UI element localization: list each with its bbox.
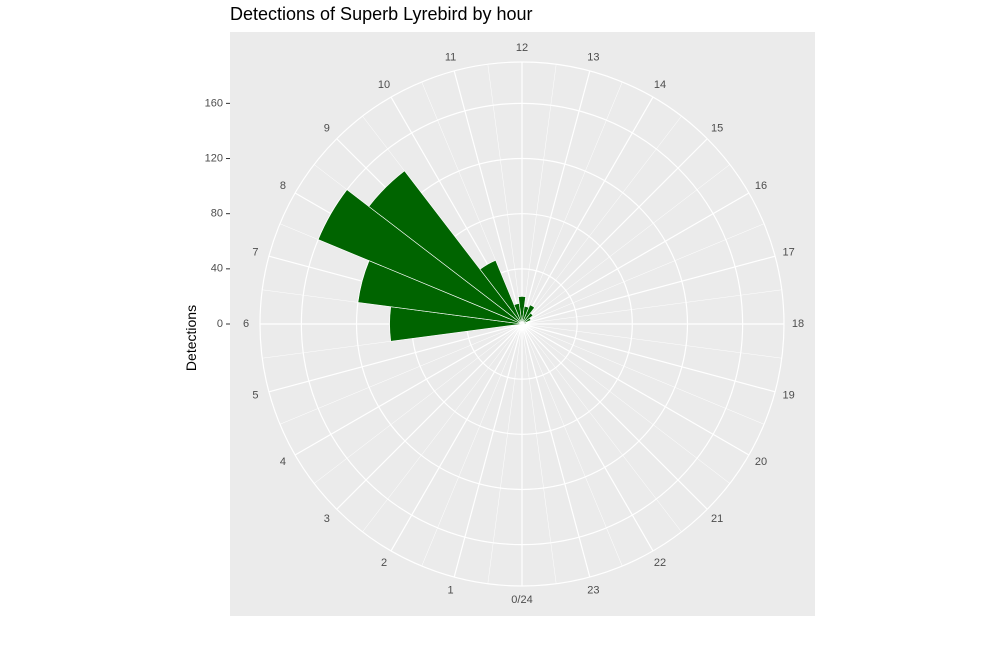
grid-spoke-minor	[521, 81, 623, 325]
hour-label: 0/24	[511, 594, 532, 606]
hour-label: 20	[755, 456, 767, 468]
grid-spoke	[521, 255, 776, 325]
hour-label: 1	[448, 585, 454, 597]
grid-spoke-minor	[487, 64, 523, 325]
grid-spoke	[521, 96, 654, 325]
grid-spoke-minor	[521, 323, 682, 533]
hour-label: 2	[381, 557, 387, 569]
bar-hour-8	[317, 189, 523, 325]
grid-spoke-minor	[521, 164, 731, 325]
grid-spoke-minor	[521, 64, 557, 325]
y-tick-label: 120	[205, 152, 223, 164]
grid-spoke-minor	[487, 323, 523, 584]
grid-spoke-minor	[421, 323, 523, 567]
grid-spoke	[336, 323, 523, 510]
bar-hour-16	[521, 317, 532, 325]
hour-label: 17	[782, 246, 794, 258]
grid-spoke	[521, 323, 776, 393]
hour-label: 23	[587, 585, 599, 597]
bar-hour-10	[479, 259, 523, 325]
grid-spoke-minor	[521, 223, 765, 325]
hour-label: 8	[280, 180, 286, 192]
grid-spoke	[521, 323, 708, 510]
bar-hour-17	[521, 322, 527, 325]
grid-spoke	[453, 70, 523, 325]
bar-hour-14	[521, 304, 536, 325]
hour-label: 6	[243, 318, 249, 330]
hour-label: 3	[324, 513, 330, 525]
grid-spoke	[521, 192, 750, 325]
grid-spoke	[521, 138, 708, 325]
grid-spoke	[268, 323, 523, 393]
bar-hour-12	[518, 296, 526, 325]
grid-spoke-minor	[521, 323, 623, 567]
hour-label: 19	[782, 389, 794, 401]
grid-spoke	[453, 323, 523, 578]
y-tick-label: 0	[217, 318, 223, 330]
bars	[317, 170, 536, 342]
hour-label: 11	[445, 51, 456, 63]
hour-label: 15	[711, 123, 723, 135]
chart-title: Detections of Superb Lyrebird by hour	[230, 4, 533, 24]
hour-label: 22	[654, 557, 666, 569]
hour-label: 16	[755, 180, 767, 192]
y-axis: 0 40 80 120 160	[205, 97, 230, 330]
grid-spoke	[294, 323, 523, 456]
hour-label: 18	[792, 318, 804, 330]
hour-label: 7	[252, 246, 258, 258]
grid-spoke	[521, 70, 591, 325]
grid-spoke-minor	[521, 323, 731, 484]
hour-label: 5	[252, 389, 258, 401]
grid-spoke	[521, 323, 750, 456]
grid-spoke	[521, 323, 654, 552]
bar-hour-15	[521, 312, 534, 325]
hour-labels: 0/24123456789101112131415161718192021222…	[243, 42, 804, 606]
grid-spoke-minor	[521, 323, 765, 425]
hour-label: 13	[587, 51, 599, 63]
grid-spoke-minor	[521, 323, 557, 584]
grid-spoke-minor	[521, 323, 782, 359]
grid-spoke	[521, 323, 591, 578]
y-tick-label: 80	[211, 208, 223, 220]
grid-spoke-minor	[521, 115, 682, 325]
hour-label: 4	[280, 456, 286, 468]
grid-spoke-minor	[313, 323, 523, 484]
grid-spoke	[390, 323, 523, 552]
y-tick-label: 160	[205, 97, 223, 109]
hour-label: 12	[516, 42, 528, 54]
bar-hour-9	[368, 170, 523, 325]
hour-label: 10	[378, 79, 390, 91]
hour-label: 9	[324, 123, 330, 135]
grid-spoke-minor	[362, 323, 523, 533]
grid-spoke-minor	[279, 323, 523, 425]
grid-spoke-minor	[521, 289, 782, 325]
hour-label: 21	[711, 513, 723, 525]
hour-label: 14	[654, 79, 666, 91]
y-tick-label: 40	[211, 263, 223, 275]
